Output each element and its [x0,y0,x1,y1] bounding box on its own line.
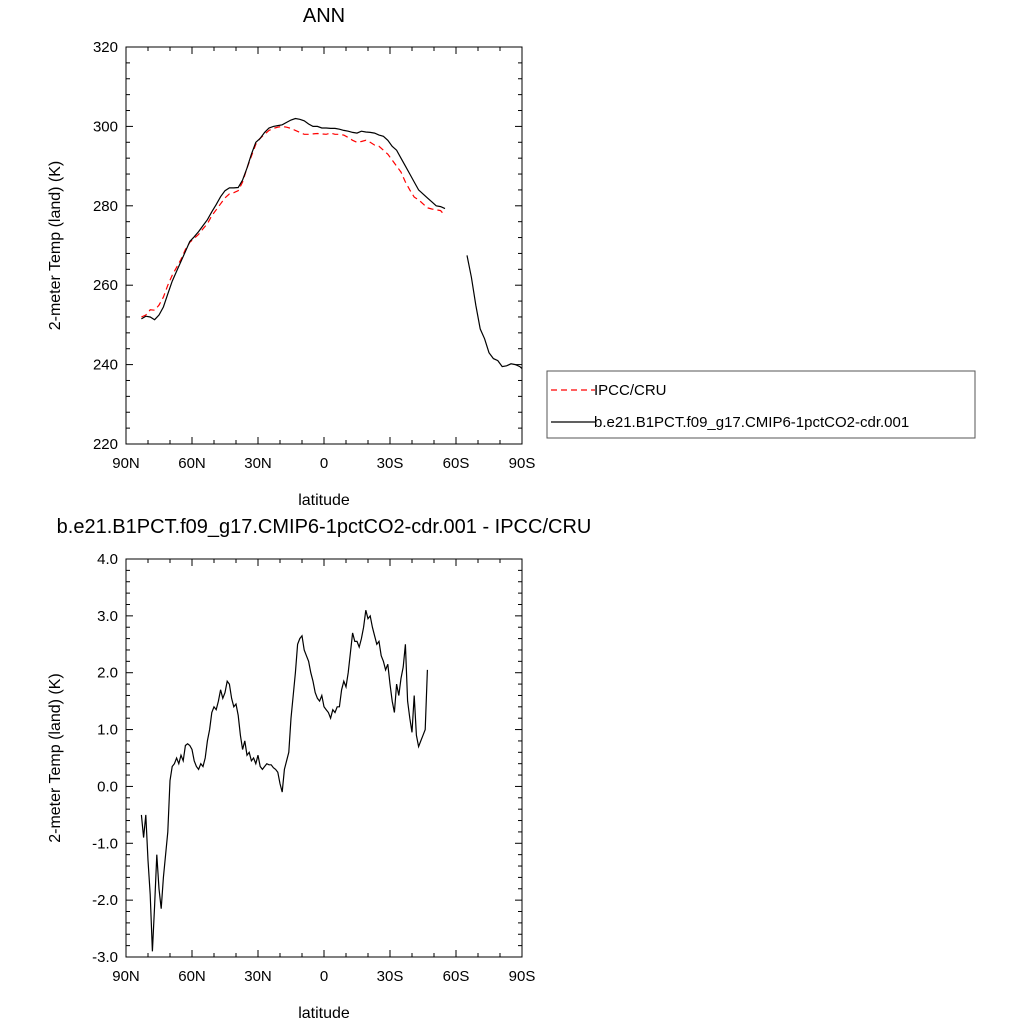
y-tick-label: 1.0 [97,722,118,739]
y-tick-label: -3.0 [92,949,118,966]
y-tick-label: 4.0 [97,551,118,568]
y-tick-label: 260 [93,277,118,294]
y-tick-label: -1.0 [92,835,118,852]
legend-box [546,370,976,439]
chart-title: ANN [303,5,345,27]
y-axis-label: 2-meter Temp (land) (K) [47,161,64,331]
x-tick-label: 30S [377,455,404,472]
y-tick-label: 3.0 [97,608,118,625]
y-tick-label: 220 [93,436,118,453]
series-line-2-segment-1 [141,117,446,321]
x-tick-label: 30N [244,455,272,472]
x-tick-label: 90S [509,968,536,985]
x-tick-label: 60N [178,455,206,472]
plot-frame [125,558,523,958]
x-tick-label: 30N [244,968,272,985]
x-tick-label: 90N [112,968,140,985]
x-tick-label: 90N [112,455,140,472]
y-tick-label: -2.0 [92,892,118,909]
bottom-chart-temperature-difference: b.e21.B1PCT.f09_g17.CMIP6-1pctCO2-cdr.00… [47,516,591,1022]
y-axis-label: 2-meter Temp (land) (K) [47,673,64,843]
x-tick-label: 60S [443,455,470,472]
x-tick-label: 30S [377,968,404,985]
legend-entry-2: b.e21.B1PCT.f09_g17.CMIP6-1pctCO2-cdr.00… [594,414,909,431]
x-tick-label: 0 [320,968,328,985]
x-tick-label: 0 [320,455,328,472]
x-tick-label: 60S [443,968,470,985]
x-axis-label: latitude [298,1005,350,1022]
legend-entry-1: IPCC/CRU [594,382,667,399]
y-tick-label: 2.0 [97,665,118,682]
top-chart-annual-temperature: ANN 90N 60N 30N 0 30S 60S 90S 220 240 260 280 300 320… [47,5,976,509]
y-tick-label: 0.0 [97,778,118,795]
series-line-1-segment-1 [140,610,428,952]
x-tick-label: 90S [509,455,536,472]
plot-frame [125,46,523,445]
y-tick-label: 280 [93,198,118,215]
x-axis-label: latitude [298,492,350,509]
y-tick-label: 240 [93,357,118,374]
x-tick-label: 60N [178,968,206,985]
y-tick-label: 300 [93,118,118,135]
series-line-1-segment-1 [141,125,446,318]
series-line-2-segment-2 [466,255,522,370]
y-tick-label: 320 [93,39,118,56]
chart-title: b.e21.B1PCT.f09_g17.CMIP6-1pctCO2-cdr.00… [57,516,592,538]
